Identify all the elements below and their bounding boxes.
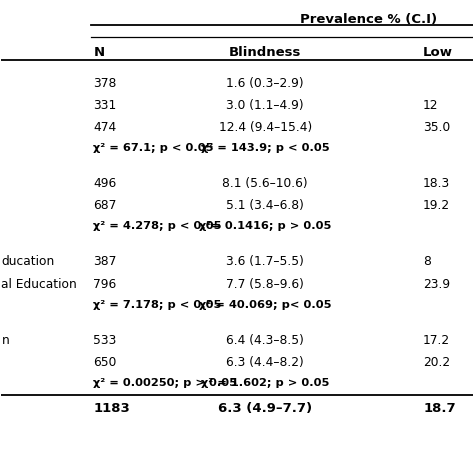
- Text: Prevalence % (C.I): Prevalence % (C.I): [301, 13, 438, 26]
- Text: 6.3 (4.4–8.2): 6.3 (4.4–8.2): [227, 356, 304, 369]
- Text: 3.0 (1.1–4.9): 3.0 (1.1–4.9): [227, 99, 304, 112]
- Text: 1183: 1183: [93, 401, 130, 415]
- Text: 23.9: 23.9: [423, 277, 450, 291]
- Text: 6.4 (4.3–8.5): 6.4 (4.3–8.5): [227, 334, 304, 346]
- Text: Low: Low: [423, 46, 453, 59]
- Text: χ²= 0.1416; p > 0.05: χ²= 0.1416; p > 0.05: [199, 221, 331, 231]
- Text: 378: 378: [93, 77, 117, 90]
- Text: χ² = 67.1; p < 0.05: χ² = 67.1; p < 0.05: [93, 143, 214, 153]
- Text: 496: 496: [93, 177, 117, 190]
- Text: 35.0: 35.0: [423, 121, 450, 134]
- Text: 3.6 (1.7–5.5): 3.6 (1.7–5.5): [227, 255, 304, 268]
- Text: ducation: ducation: [1, 255, 55, 268]
- Text: 17.2: 17.2: [423, 334, 450, 346]
- Text: 19.2: 19.2: [423, 199, 450, 212]
- Text: 20.2: 20.2: [423, 356, 450, 369]
- Text: 12: 12: [423, 99, 438, 112]
- Text: 387: 387: [93, 255, 117, 268]
- Text: χ² = 143.9; p < 0.05: χ² = 143.9; p < 0.05: [201, 143, 329, 153]
- Text: N: N: [93, 46, 104, 59]
- Text: 331: 331: [93, 99, 117, 112]
- Text: al Education: al Education: [1, 277, 77, 291]
- Text: 18.3: 18.3: [423, 177, 450, 190]
- Text: 8.1 (5.6–10.6): 8.1 (5.6–10.6): [222, 177, 308, 190]
- Text: χ² = 0.00250; p > 0.05: χ² = 0.00250; p > 0.05: [93, 378, 237, 388]
- Text: 533: 533: [93, 334, 117, 346]
- Text: 1.6 (0.3–2.9): 1.6 (0.3–2.9): [227, 77, 304, 90]
- Text: 12.4 (9.4–15.4): 12.4 (9.4–15.4): [219, 121, 312, 134]
- Text: 796: 796: [93, 277, 117, 291]
- Text: χ² = 7.178; p < 0.05: χ² = 7.178; p < 0.05: [93, 300, 222, 310]
- Text: 687: 687: [93, 199, 117, 212]
- Text: 7.7 (5.8–9.6): 7.7 (5.8–9.6): [227, 277, 304, 291]
- Text: 8: 8: [423, 255, 431, 268]
- Text: 650: 650: [93, 356, 117, 369]
- Text: 18.7: 18.7: [423, 401, 456, 415]
- Text: 474: 474: [93, 121, 117, 134]
- Text: Blindness: Blindness: [229, 46, 301, 59]
- Text: χ² = 4.278; p < 0.05: χ² = 4.278; p < 0.05: [93, 221, 222, 231]
- Text: n: n: [1, 334, 9, 346]
- Text: 6.3 (4.9–7.7): 6.3 (4.9–7.7): [218, 401, 312, 415]
- Text: χ² = 40.069; p< 0.05: χ² = 40.069; p< 0.05: [199, 300, 331, 310]
- Text: χ² = 1.602; p > 0.05: χ² = 1.602; p > 0.05: [201, 378, 329, 388]
- Text: 5.1 (3.4–6.8): 5.1 (3.4–6.8): [227, 199, 304, 212]
